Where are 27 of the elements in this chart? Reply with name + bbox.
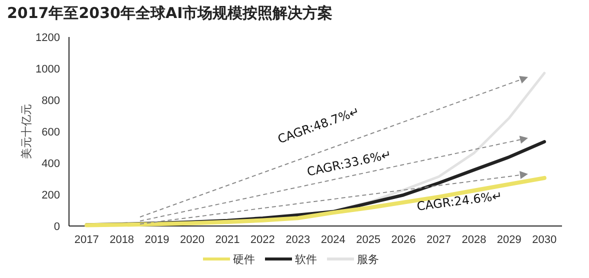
legend-label: 服务 <box>357 254 379 266</box>
y-tick-label: 200 <box>42 190 60 202</box>
x-tick-label: 2020 <box>180 234 204 246</box>
legend-label: 软件 <box>295 254 317 266</box>
x-tick-label: 2025 <box>356 234 381 246</box>
y-tick-label: 1200 <box>36 32 60 44</box>
legend-label: 硬件 <box>233 254 255 266</box>
annotation: CAGR:24.6%↵ <box>416 188 503 214</box>
y-tick-label: 0 <box>54 221 60 233</box>
x-tick-label: 2026 <box>391 234 416 246</box>
x-tick-label: 2018 <box>110 234 134 246</box>
y-tick-label: 600 <box>42 126 60 138</box>
x-tick-label: 2021 <box>215 234 240 246</box>
y-tick-label: 400 <box>42 158 60 170</box>
x-tick-label: 2022 <box>250 234 275 246</box>
x-tick-label: 2024 <box>320 234 346 246</box>
x-tick-label: 2023 <box>286 234 310 246</box>
x-tick-label: 2029 <box>496 234 522 246</box>
x-tick-label: 2030 <box>532 234 557 246</box>
chart-title: 2017年至2030年全球AI市场规模按照解决方案 <box>7 4 333 22</box>
y-tick-label: 1000 <box>36 64 60 76</box>
y-tick-label: 800 <box>42 95 60 107</box>
x-tick-label: 2017 <box>74 234 99 246</box>
x-tick-label: 2028 <box>462 234 486 246</box>
x-tick-label: 2019 <box>144 234 170 246</box>
y-axis-title: 美元十亿元 <box>20 104 33 159</box>
x-tick-label: 2027 <box>426 234 451 246</box>
